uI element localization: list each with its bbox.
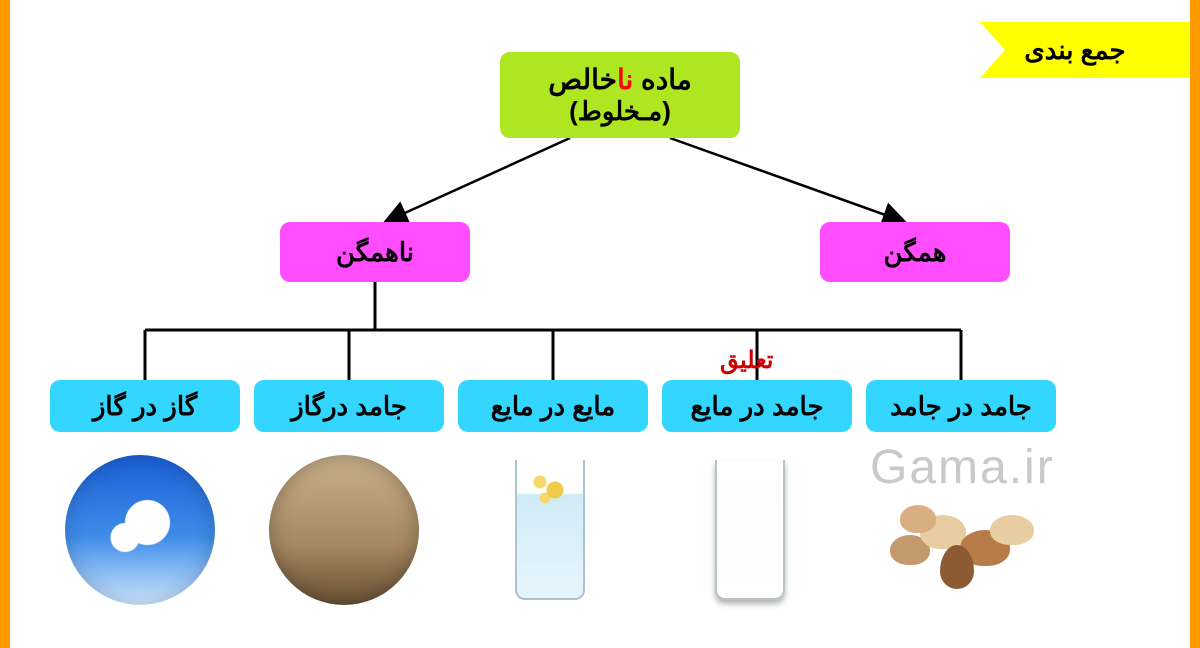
suspension-annotation: تعلیق: [720, 346, 773, 375]
node-root: ماده ناخالص (مـخلوط): [500, 52, 740, 138]
node-solid-in-liquid: جامد در مایع: [662, 380, 852, 432]
n3-label: مایع در مایع: [491, 391, 615, 422]
node-liquid-in-liquid: مایع در مایع: [458, 380, 648, 432]
example-smog: [264, 450, 424, 610]
root-line1: ماده ناخالص: [548, 63, 691, 96]
root-highlight: نا: [617, 64, 633, 95]
root-line2: (مـخلوط): [569, 96, 671, 127]
example-nuts: [880, 450, 1040, 610]
banner-text: جمع بندی: [1024, 35, 1125, 66]
node-gas-in-gas: گاز در گاز: [50, 380, 240, 432]
example-glass-milk: [680, 450, 820, 610]
homo-label: همگن: [884, 237, 947, 268]
example-glass-oil: [480, 450, 620, 610]
node-solid-in-gas: جامد درگاز: [254, 380, 444, 432]
root-suffix: خالص: [548, 64, 617, 95]
n5-label: جامد در جامد: [890, 391, 1032, 422]
hetero-label: ناهمگن: [336, 237, 414, 268]
n1-label: گاز در گاز: [93, 391, 197, 422]
node-homogeneous: همگن: [820, 222, 1010, 282]
root-prefix: ماده: [633, 64, 691, 95]
example-sky: [60, 450, 220, 610]
node-solid-in-solid: جامد در جامد: [866, 380, 1056, 432]
n2-label: جامد درگاز: [291, 391, 407, 422]
node-heterogeneous: ناهمگن: [280, 222, 470, 282]
n4-label: جامد در مایع: [690, 391, 823, 422]
summary-banner: جمع بندی: [980, 22, 1190, 78]
